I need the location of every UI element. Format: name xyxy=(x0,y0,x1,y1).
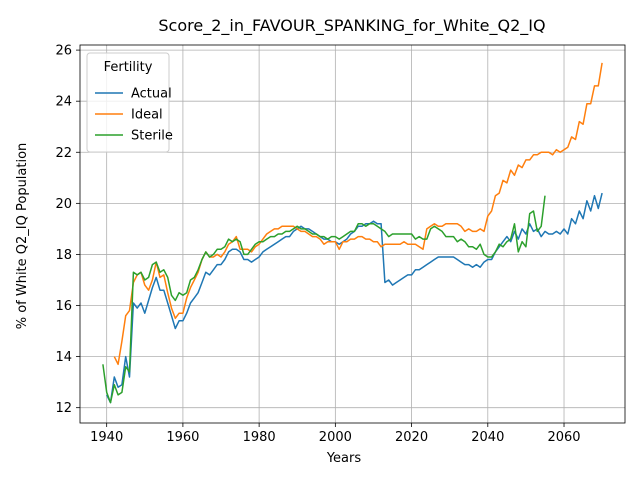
y-tick-label: 22 xyxy=(55,146,72,161)
x-tick-label: 1960 xyxy=(166,430,199,445)
y-tick-label: 16 xyxy=(55,299,72,314)
x-tick-label: 2060 xyxy=(547,430,580,445)
legend-box xyxy=(86,52,170,153)
chart-title: Score_2_in_FAVOUR_SPANKING_for_White_Q2_… xyxy=(158,16,545,36)
legend-entry-actual: Actual xyxy=(131,87,172,102)
axes: 1940 1960 1980 2000 2020 2040 2060 12 14 16 18 20 22… xyxy=(55,44,626,445)
plot-frame xyxy=(79,44,626,424)
legend: Fertility Actual Ideal Sterile xyxy=(86,52,173,153)
legend-entry-sterile: Sterile xyxy=(131,129,173,144)
x-tick-label: 2000 xyxy=(319,430,352,445)
y-tick-label: 14 xyxy=(55,350,72,365)
legend-entry-ideal: Ideal xyxy=(131,108,163,123)
y-tick-label: 24 xyxy=(55,95,72,110)
y-tick-label: 20 xyxy=(55,197,72,212)
series-line-sterile xyxy=(102,195,546,404)
y-tick-label: 12 xyxy=(55,401,72,416)
x-tick-label: 1980 xyxy=(243,430,276,445)
grid xyxy=(80,45,625,423)
x-tick-label: 2040 xyxy=(471,430,504,445)
series-line-ideal xyxy=(113,62,603,366)
y-tick-label: 26 xyxy=(55,44,72,59)
x-tick-label: 2020 xyxy=(395,430,428,445)
legend-title: Fertility xyxy=(104,60,153,75)
x-tick-label: 1940 xyxy=(90,430,123,445)
series-layer xyxy=(102,62,603,404)
x-axis-label: Years xyxy=(326,451,362,466)
y-tick-label: 18 xyxy=(55,248,72,263)
y-axis-label: % of White Q2_IQ Population xyxy=(15,143,30,330)
